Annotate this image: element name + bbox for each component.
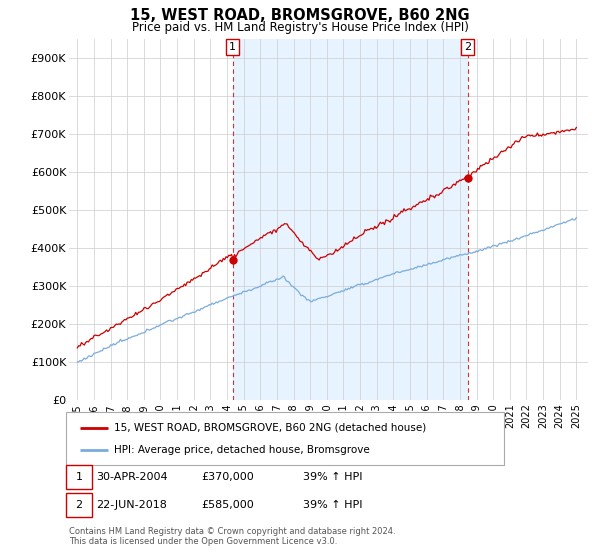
Text: 1: 1 [76,472,82,482]
Text: 1: 1 [229,42,236,52]
Text: 39% ↑ HPI: 39% ↑ HPI [303,472,362,482]
Text: Price paid vs. HM Land Registry's House Price Index (HPI): Price paid vs. HM Land Registry's House … [131,21,469,34]
Text: 30-APR-2004: 30-APR-2004 [96,472,167,482]
Text: 39% ↑ HPI: 39% ↑ HPI [303,500,362,510]
Text: 2: 2 [464,42,471,52]
Text: HPI: Average price, detached house, Bromsgrove: HPI: Average price, detached house, Brom… [114,445,370,455]
Text: 15, WEST ROAD, BROMSGROVE, B60 2NG: 15, WEST ROAD, BROMSGROVE, B60 2NG [130,8,470,24]
Text: Contains HM Land Registry data © Crown copyright and database right 2024.
This d: Contains HM Land Registry data © Crown c… [69,526,395,546]
Text: £370,000: £370,000 [201,472,254,482]
Text: £585,000: £585,000 [201,500,254,510]
Bar [233,39,468,400]
Text: 22-JUN-2018: 22-JUN-2018 [96,500,167,510]
Text: 2: 2 [76,500,82,510]
Text: 15, WEST ROAD, BROMSGROVE, B60 2NG (detached house): 15, WEST ROAD, BROMSGROVE, B60 2NG (deta… [114,423,426,433]
